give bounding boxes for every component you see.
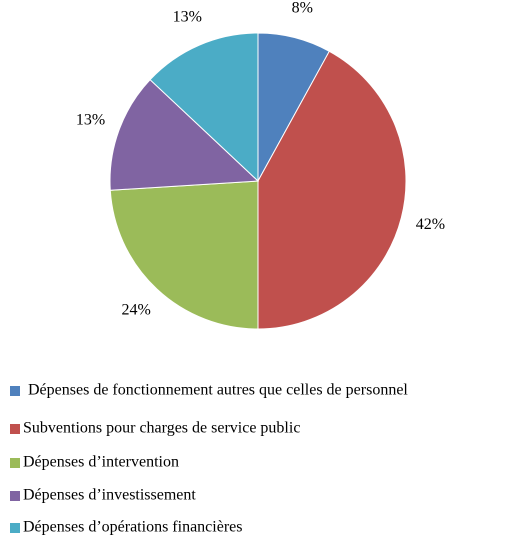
legend-swatch [10,458,20,468]
legend-swatch [10,523,20,533]
legend-label: Subventions pour charges de service publ… [23,420,300,437]
legend-swatch [10,491,20,501]
pie-slice [109,180,259,330]
pie-slice [149,32,259,183]
legend-label: Dépenses d’intervention [23,454,179,471]
pie-slice [109,78,260,191]
data-label: 13% [173,8,202,25]
pie-slice [257,50,407,330]
legend-label: Dépenses de fonctionnement autres que ce… [28,382,408,399]
data-label: 8% [292,0,313,16]
data-label: 13% [76,111,105,128]
legend-label: Dépenses d’opérations financières [23,519,242,536]
legend-swatch [10,424,20,434]
legend-label: Dépenses d’investissement [23,487,196,504]
legend-swatch [10,386,20,396]
data-label: 42% [416,216,445,233]
data-label: 24% [121,301,150,318]
